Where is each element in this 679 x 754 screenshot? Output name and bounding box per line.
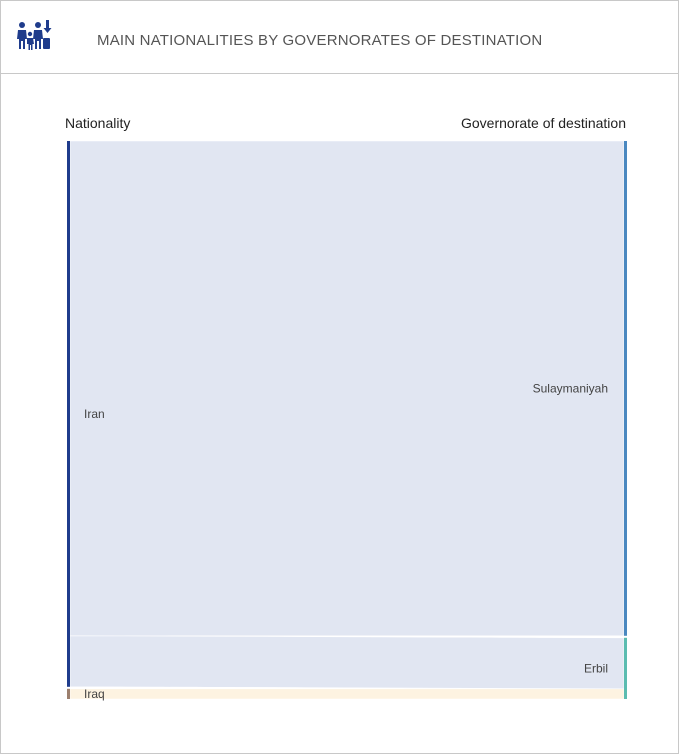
node-iran[interactable] (67, 141, 70, 687)
header: MAIN NATIONALITIES BY GOVERNORATES OF DE… (1, 1, 678, 74)
label-iraq: Iraq (84, 687, 105, 701)
node-iraq[interactable] (67, 688, 70, 699)
node-sulaymaniyah[interactable] (624, 141, 627, 636)
node-erbil[interactable] (624, 637, 627, 699)
flow-iraq-to-erbil[interactable] (69, 688, 625, 700)
flow-iran-to-erbil[interactable] (69, 635, 625, 690)
label-erbil: Erbil (584, 661, 608, 675)
page-title: MAIN NATIONALITIES BY GOVERNORATES OF DE… (97, 32, 543, 49)
labels-group: Iran Iraq Sulaymaniyah Erbil (84, 381, 608, 701)
left-column-title: Nationality (65, 115, 130, 131)
label-sulaymaniyah: Sulaymaniyah (533, 381, 608, 395)
family-migration-icon (17, 20, 52, 50)
flows-group (69, 140, 625, 700)
right-column-title: Governorate of destination (461, 115, 626, 131)
label-iran: Iran (84, 407, 105, 421)
nodes-group (67, 141, 627, 699)
